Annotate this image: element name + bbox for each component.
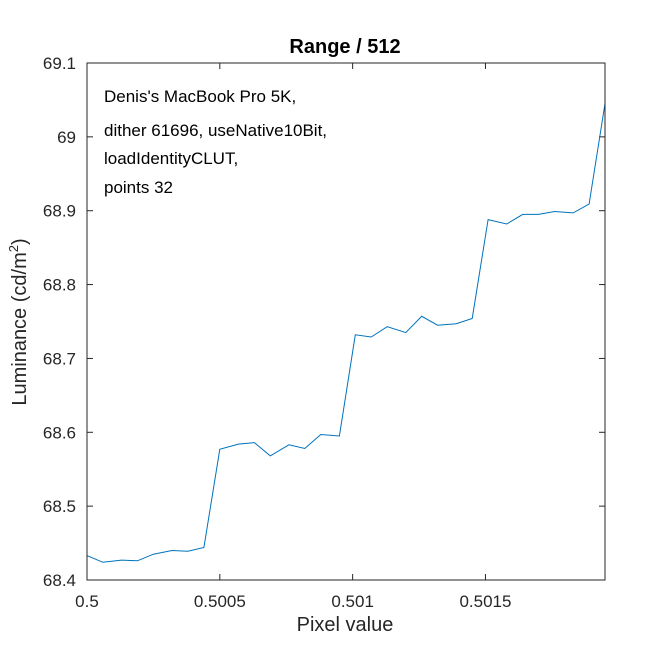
x-tick-label: 0.5005	[194, 592, 246, 611]
x-axis-label: Pixel value	[297, 614, 394, 636]
y-tick-label: 68.9	[43, 202, 76, 221]
y-tick-label: 68.6	[43, 423, 76, 442]
x-tick-label: 0.5	[75, 592, 99, 611]
y-axis-label-superscript: 2	[6, 245, 21, 252]
y-tick-label: 68.8	[43, 276, 76, 295]
x-tick-label: 0.5015	[459, 592, 511, 611]
x-tick-label: 0.501	[331, 592, 374, 611]
annotation-line-4: points 32	[104, 178, 173, 197]
annotation-line-2: dither 61696, useNative10Bit,	[104, 121, 327, 140]
series-line	[87, 103, 605, 563]
chart-title: Range / 512	[289, 36, 400, 58]
y-axis-label-suffix: )	[9, 238, 31, 245]
y-tick-label: 69.1	[43, 54, 76, 73]
y-tick-label: 68.7	[43, 349, 76, 368]
annotation-line-1: Denis's MacBook Pro 5K,	[104, 87, 296, 106]
y-axis-label: Luminance (cd/m2)	[6, 238, 31, 405]
axis-ticks: 0.5 0.5005 0.501 0.5015 68.4 68.5 68.6 68.7 68.8…	[43, 54, 605, 611]
y-tick-label: 68.5	[43, 497, 76, 516]
plot-frame	[86, 62, 606, 581]
y-tick-label: 68.4	[43, 571, 76, 590]
annotation-line-3: loadIdentityCLUT,	[104, 149, 238, 168]
y-tick-label: 69	[57, 128, 76, 147]
annotation-box: Denis's MacBook Pro 5K, dither 61696, us…	[104, 87, 327, 197]
y-axis-label-main: Luminance (cd/m	[9, 252, 31, 405]
